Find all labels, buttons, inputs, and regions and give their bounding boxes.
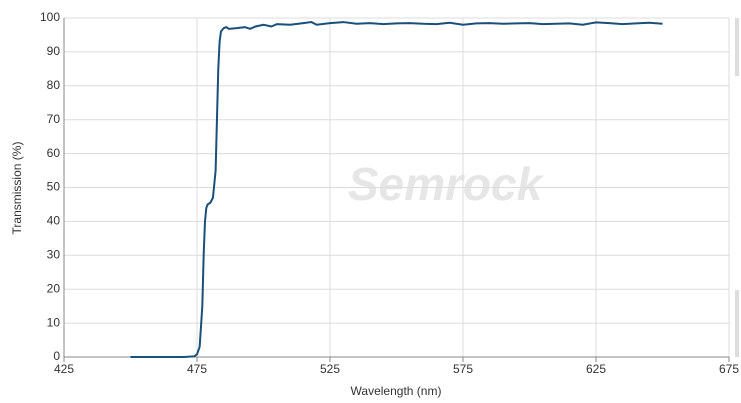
x-tick-label: 525 bbox=[320, 362, 340, 376]
x-tick-label: 425 bbox=[54, 362, 74, 376]
side-marker bbox=[735, 290, 739, 357]
y-tick-label: 50 bbox=[47, 180, 61, 194]
watermark: Semrock bbox=[348, 158, 545, 210]
x-tick-label: 625 bbox=[586, 362, 606, 376]
y-tick-label: 90 bbox=[47, 44, 61, 58]
y-tick-label: 40 bbox=[47, 214, 61, 228]
y-tick-label: 0 bbox=[53, 349, 60, 363]
y-tick-label: 10 bbox=[47, 315, 61, 329]
y-tick-label: 60 bbox=[47, 146, 61, 160]
y-tick-label: 70 bbox=[47, 112, 61, 126]
y-tick-label: 100 bbox=[40, 10, 60, 24]
y-tick-label: 20 bbox=[47, 281, 61, 295]
x-tick-label: 675 bbox=[719, 362, 739, 376]
x-tick-label: 575 bbox=[453, 362, 473, 376]
y-axis-label: Transmission (%) bbox=[10, 142, 24, 235]
x-tick-label: 475 bbox=[187, 362, 207, 376]
side-marker bbox=[735, 18, 739, 76]
x-axis-label: Wavelength (nm) bbox=[351, 384, 442, 398]
y-tick-label: 30 bbox=[47, 247, 61, 261]
data-line bbox=[130, 21, 663, 358]
y-tick-label: 80 bbox=[47, 78, 61, 92]
